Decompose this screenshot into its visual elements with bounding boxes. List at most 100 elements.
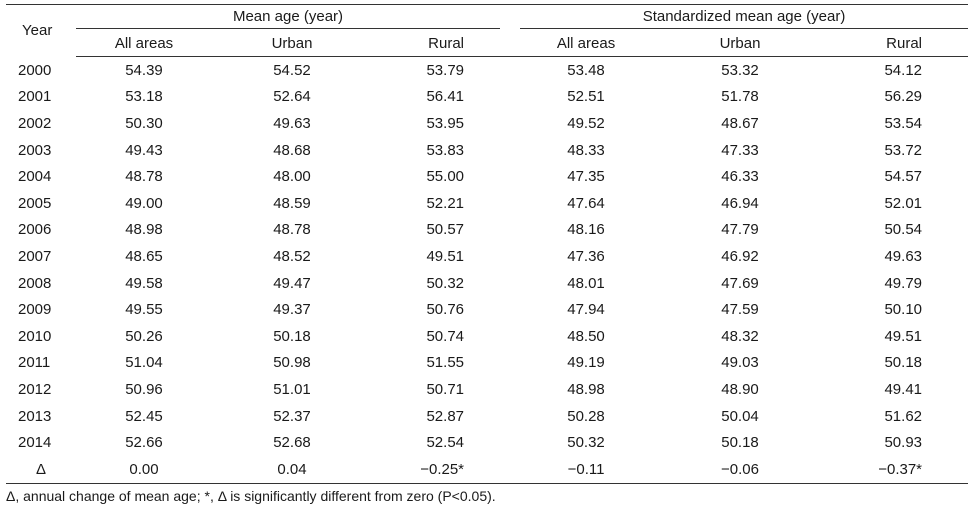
row-value-cell: 50.71: [426, 380, 465, 398]
row-year-cell: 2000: [18, 61, 52, 79]
row-value-cell: 49.58: [125, 274, 163, 292]
row-value-cell: 50.76: [426, 301, 465, 319]
row-value-cell: 50.98: [273, 354, 311, 372]
row-year-cell: 2004: [18, 168, 52, 186]
row-value-cell: 52.68: [273, 434, 311, 452]
table-row: 2001 53.18 52.64 56.41 52.51 51.78 56.29: [6, 84, 968, 111]
row-value-cell: 53.83: [426, 141, 465, 159]
row-year-cell: 2008: [18, 274, 52, 292]
row-value-cell: 48.50: [567, 327, 605, 345]
row-value-cell: 51.04: [125, 354, 163, 372]
row-value-cell: −0.25*: [372, 455, 511, 484]
row-year-cell: 2014: [18, 434, 52, 452]
row-value-cell: 53.18: [125, 88, 163, 106]
table-row: 2010 50.26 50.18 50.74 48.50 48.32 49.51: [6, 323, 968, 350]
table-row: 2011 51.04 50.98 51.55 49.19 49.03 50.18: [6, 350, 968, 377]
row-value-cell: 47.69: [721, 274, 759, 292]
row-value-cell: 49.79: [884, 274, 923, 292]
row-year-cell: 2009: [18, 301, 52, 319]
row-value-cell: 49.51: [426, 247, 465, 265]
row-value-cell: 53.48: [567, 61, 605, 79]
standardized-age-group-label: Standardized mean age (year): [642, 7, 846, 25]
row-value-cell: 50.54: [884, 221, 923, 239]
row-value-cell: 52.21: [426, 194, 465, 212]
row-value-cell: 46.94: [721, 194, 759, 212]
row-value-cell: 47.64: [567, 194, 605, 212]
row-value-cell: 54.12: [884, 61, 923, 79]
row-value-cell: 50.04: [721, 407, 759, 425]
row-value-cell: 50.26: [125, 327, 163, 345]
table-row: 2014 52.66 52.68 52.54 50.32 50.18 50.93: [6, 429, 968, 456]
row-value-cell: 48.01: [567, 274, 605, 292]
row-year-cell: 2001: [18, 88, 52, 106]
row-value-cell: 47.35: [567, 168, 605, 186]
data-table-container: Year Mean age (year) Standardized mean a…: [6, 4, 969, 484]
row-value-cell: −0.37*: [818, 455, 969, 484]
standardized-age-group-rule: [520, 27, 969, 29]
row-value-cell: 48.52: [273, 247, 311, 265]
row-value-cell: 47.36: [567, 247, 605, 265]
mean-age-group-header: Mean age (year): [76, 4, 511, 31]
row-value-cell: 54.57: [884, 168, 923, 186]
row-value-cell: 50.18: [721, 434, 759, 452]
subheader-std-rural: Rural: [818, 31, 969, 57]
row-value-cell: 54.52: [273, 61, 311, 79]
row-value-cell: 53.32: [721, 61, 759, 79]
row-year-cell: 2003: [18, 141, 52, 159]
row-value-cell: 50.18: [884, 354, 923, 372]
row-value-cell: 52.45: [125, 407, 163, 425]
row-value-cell: 53.72: [884, 141, 923, 159]
row-year-cell: 2011: [18, 354, 51, 372]
row-value-cell: 0.00: [76, 455, 212, 484]
row-value-cell: 48.32: [721, 327, 759, 345]
mean-age-group-label: Mean age (year): [232, 7, 344, 25]
row-value-cell: 50.18: [273, 327, 311, 345]
row-value-cell: 49.00: [125, 194, 163, 212]
row-value-cell: 49.63: [884, 247, 923, 265]
row-value-cell: 50.93: [884, 434, 923, 452]
row-value-cell: 48.65: [125, 247, 163, 265]
row-value-cell: 47.79: [721, 221, 759, 239]
row-value-cell: 48.78: [125, 168, 163, 186]
row-value-cell: −0.06: [662, 455, 819, 484]
row-value-cell: 53.95: [426, 114, 465, 132]
row-year-cell: 2006: [18, 221, 52, 239]
row-value-cell: 48.67: [721, 114, 759, 132]
row-value-cell: 56.41: [426, 88, 465, 106]
row-value-cell: 48.98: [567, 380, 605, 398]
subheader-mean-urban: Urban: [212, 31, 372, 57]
subheader-mean-all-areas: All areas: [76, 31, 212, 57]
row-year-cell: Δ: [6, 455, 76, 484]
table-row: 2008 49.58 49.47 50.32 48.01 47.69 49.79: [6, 270, 968, 297]
row-value-cell: 48.16: [567, 221, 605, 239]
row-value-cell: 46.33: [721, 168, 759, 186]
row-value-cell: 49.63: [273, 114, 311, 132]
row-value-cell: 51.55: [426, 354, 465, 372]
row-value-cell: 52.64: [273, 88, 311, 106]
row-year-cell: 2012: [18, 380, 52, 398]
row-value-cell: 46.92: [721, 247, 759, 265]
row-value-cell: 53.79: [426, 61, 465, 79]
row-value-cell: 50.74: [426, 327, 465, 345]
mean-age-table: Year Mean age (year) Standardized mean a…: [6, 4, 969, 484]
table-row: 2002 50.30 49.63 53.95 49.52 48.67 53.54: [6, 110, 968, 137]
table-row-delta: Δ 0.00 0.04 −0.25* −0.11 −0.06 −0.37*: [6, 455, 969, 484]
table-row: 2000 54.39 54.52 53.79 53.48 53.32 54.12: [6, 57, 968, 84]
year-column-header: Year: [6, 4, 76, 57]
row-value-cell: 47.94: [567, 301, 605, 319]
row-value-cell: 50.32: [426, 274, 465, 292]
table-body: 2000 54.39 54.52 53.79 53.48 53.32 54.12 2001 53…: [6, 57, 969, 484]
row-value-cell: 0.04: [212, 455, 372, 484]
row-value-cell: 49.41: [884, 380, 923, 398]
row-value-cell: 49.03: [721, 354, 759, 372]
table-row: 2009 49.55 49.37 50.76 47.94 47.59 50.10: [6, 296, 968, 323]
row-value-cell: 49.55: [125, 301, 163, 319]
row-value-cell: 49.37: [273, 301, 311, 319]
row-value-cell: 50.32: [567, 434, 605, 452]
row-value-cell: 52.54: [426, 434, 465, 452]
row-value-cell: 50.10: [884, 301, 923, 319]
row-value-cell: 50.28: [567, 407, 605, 425]
row-year-cell: 2002: [18, 114, 52, 132]
row-year-cell: 2007: [18, 247, 52, 265]
table-row: 2007 48.65 48.52 49.51 47.36 46.92 49.63: [6, 243, 968, 270]
